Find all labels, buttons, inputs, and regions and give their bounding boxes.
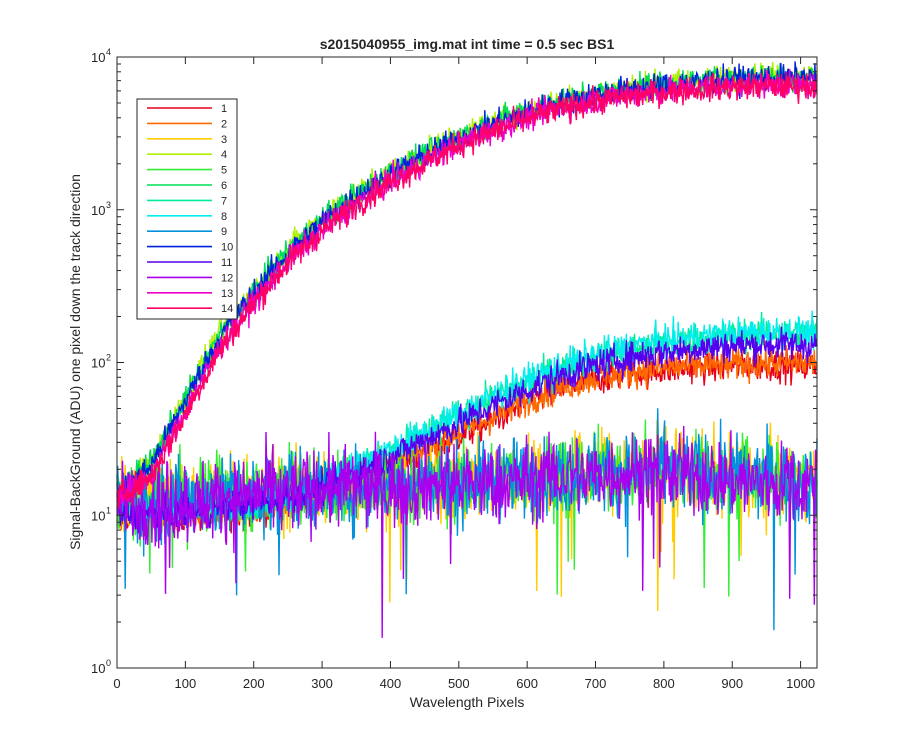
x-tick-label: 0 [113,676,120,691]
legend-label-9: 9 [221,226,227,238]
legend-label-14: 14 [221,303,233,315]
y-tick-exponent: 2 [106,353,111,363]
y-tick-exponent: 1 [106,505,111,515]
y-tick-exponent: 4 [106,47,111,57]
y-tick-label: 10 [91,50,105,65]
chart-title: s2015040955_img.mat int time = 0.5 sec B… [320,36,615,52]
x-tick-label: 200 [243,676,265,691]
y-tick-label: 10 [91,203,105,218]
x-tick-label: 700 [585,676,607,691]
x-axis-label: Wavelength Pixels [410,694,525,710]
x-tick-label: 500 [448,676,470,691]
legend-label-11: 11 [221,257,232,269]
y-tick-exponent: 3 [106,200,111,210]
legend-label-1: 1 [221,103,227,115]
x-tick-label: 900 [721,676,743,691]
y-tick-label: 10 [91,661,105,676]
x-tick-label: 600 [516,676,538,691]
legend-label-2: 2 [221,118,227,130]
legend-label-6: 6 [221,180,227,192]
legend-label-4: 4 [221,149,227,161]
x-axis: 0 100 200 300 400 500 600 700 800 900 1000 [113,57,815,691]
legend-label-5: 5 [221,165,227,177]
legend-label-12: 12 [221,272,233,284]
series-line-9 [116,408,818,631]
x-tick-label: 400 [380,676,402,691]
x-tick-label: 300 [311,676,333,691]
y-tick-label: 10 [91,508,105,523]
series-line-14 [116,71,818,508]
legend-box [136,98,238,320]
series-line-12 [116,425,818,638]
x-tick-label: 800 [653,676,675,691]
legend-label-7: 7 [221,195,227,207]
y-axis-label: Signal-BackGround (ADU) one pixel down t… [67,174,83,550]
legend-label-10: 10 [221,242,233,254]
legend-label-13: 13 [221,288,233,300]
y-tick-label: 10 [91,356,105,371]
x-tick-label: 1000 [786,676,815,691]
legend-label-8: 8 [221,211,227,223]
x-tick-label: 100 [175,676,197,691]
y-tick-exponent: 0 [106,658,111,668]
legend-label-3: 3 [221,134,227,146]
